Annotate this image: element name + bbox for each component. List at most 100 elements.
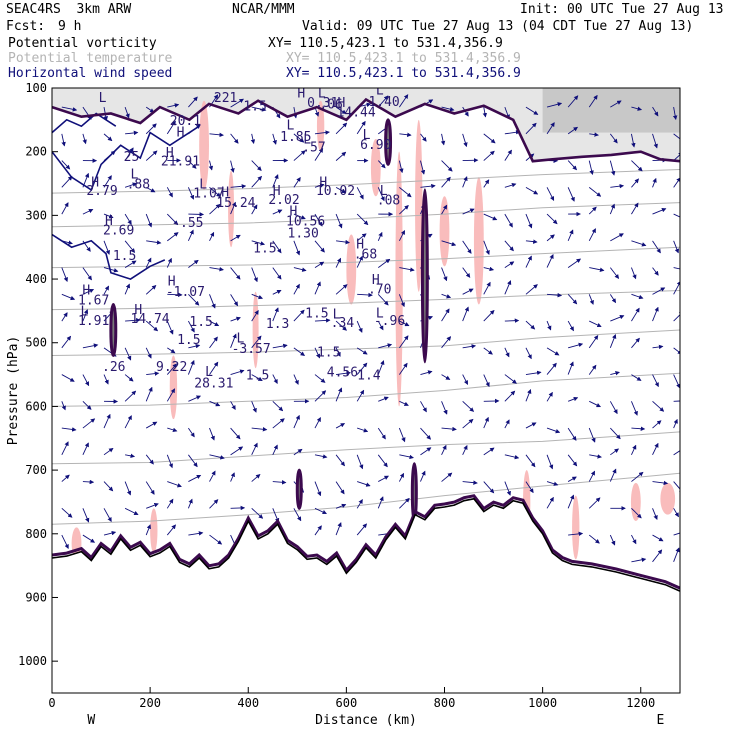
wind-vector: [504, 347, 510, 358]
contour-label: H: [338, 96, 346, 111]
wind-vector: [335, 454, 345, 467]
contour-label: L: [376, 306, 384, 321]
wind-vector: [631, 337, 640, 349]
wind-vector: [293, 176, 301, 188]
pv-column: [420, 188, 429, 364]
wind-vector: [209, 361, 219, 375]
x-tick-label: 400: [237, 696, 259, 710]
wind-vector: [335, 387, 343, 402]
wind-vector: [335, 151, 347, 161]
wind-vector: [631, 426, 646, 431]
wind-vector: [145, 481, 155, 495]
wind-vector: [124, 283, 131, 295]
wind-vector: [673, 177, 680, 188]
wind-vector: [272, 174, 279, 188]
wind-vector: [356, 389, 365, 402]
contour-label: 15.24: [216, 196, 255, 211]
contour-label: .68: [354, 248, 377, 263]
wind-vector: [652, 208, 667, 215]
wind-vector: [230, 133, 239, 144]
wind-vector: [483, 416, 489, 429]
wind-vector: [167, 427, 178, 433]
wind-vector: [230, 201, 237, 215]
wind-vector: [209, 470, 216, 482]
wind-vector: [356, 233, 367, 242]
wind-vector: [462, 176, 468, 188]
wind-vector: [209, 454, 225, 460]
init-time: Init: 00 UTC Tue 27 Aug 13: [520, 2, 724, 17]
contour-label: 1.5: [317, 346, 340, 361]
wind-vector: [209, 294, 216, 309]
wind-vector: [483, 266, 495, 272]
wind-vector: [314, 454, 328, 459]
wind-vector: [293, 133, 305, 143]
wind-vector: [209, 320, 220, 327]
pv-column: [109, 303, 118, 357]
wind-vector: [588, 364, 597, 375]
wind-vector: [610, 183, 625, 189]
wind-vector: [483, 447, 495, 456]
wind-vector: [167, 481, 182, 488]
wind-vector: [652, 400, 665, 412]
wind-vector: [188, 343, 201, 349]
wind-vector: [377, 160, 386, 169]
wind-vector: [441, 444, 447, 456]
wind-vector: [504, 390, 516, 402]
wind-vector: [441, 374, 451, 380]
wind-vector: [609, 401, 618, 415]
wind-vector: [567, 229, 574, 242]
west-label: W: [87, 713, 95, 728]
wind-vector: [124, 147, 134, 161]
contour-label: 25: [124, 150, 140, 165]
wind-vector: [609, 267, 620, 279]
wind-vector: [357, 481, 371, 487]
wind-vector: [546, 454, 554, 470]
wind-vector: [293, 347, 306, 356]
wind-vector: [441, 160, 453, 172]
x-tick-label: 0: [48, 696, 55, 710]
wind-vector: [568, 342, 584, 349]
wind-vector: [230, 369, 245, 376]
wind-vector: [631, 178, 639, 188]
wind-vector: [377, 360, 385, 375]
contour-label: 21.91: [161, 155, 200, 170]
wind-vector: [462, 240, 472, 254]
contour-label: 1.91: [78, 314, 109, 329]
wind-vector: [124, 106, 130, 119]
wind-vector: [188, 531, 204, 536]
wind-vector: [314, 147, 324, 161]
wind-vector: [483, 240, 490, 255]
wind-vector: [82, 508, 90, 523]
wind-vector: [61, 293, 76, 301]
wind-vector: [525, 122, 537, 135]
contour-label: .34: [331, 316, 355, 331]
wind-vector: [166, 454, 173, 469]
wind-vector: [145, 123, 157, 135]
wind-vector: [314, 213, 323, 227]
wind-vector: [293, 414, 300, 429]
wind-vector: [356, 523, 367, 536]
wind-vector: [103, 150, 116, 161]
pv-fill-region: [169, 355, 178, 420]
wind-vector: [504, 240, 514, 252]
pv-fill-region: [370, 138, 381, 197]
wind-vector: [314, 347, 321, 359]
wind-vector: [631, 293, 644, 300]
wind-vector: [230, 267, 241, 280]
contour-label: 10.56: [286, 215, 325, 230]
wind-vector: [462, 133, 468, 148]
wind-vector: [420, 401, 427, 413]
wind-vector: [82, 208, 94, 215]
pv-fill-region: [660, 482, 676, 515]
wind-vector: [166, 213, 179, 226]
wind-vector: [462, 374, 469, 385]
wind-vector: [145, 386, 153, 402]
isentrope-line: [52, 472, 680, 525]
contour-label: H: [289, 204, 297, 219]
y-tick-label: 400: [25, 272, 47, 286]
wind-vector: [293, 150, 306, 161]
contour-label: 1.07: [193, 187, 224, 202]
wind-vector: [335, 522, 342, 536]
isentrope-line: [52, 169, 680, 194]
wind-vector: [230, 184, 247, 189]
